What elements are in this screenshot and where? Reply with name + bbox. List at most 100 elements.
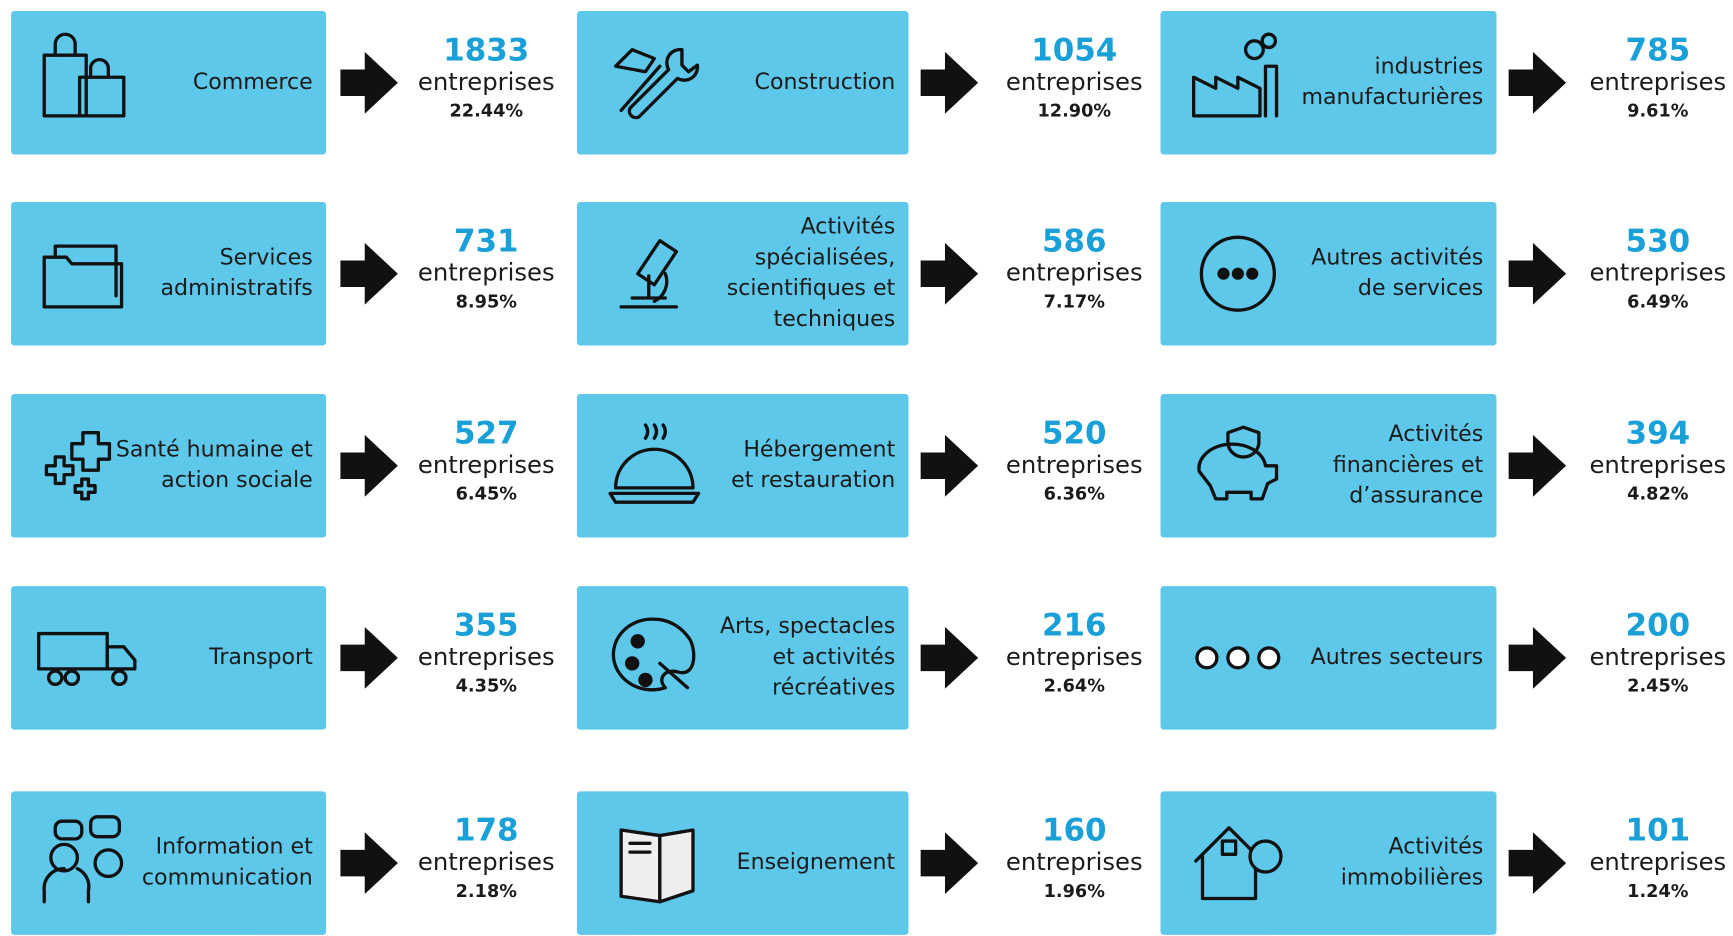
icon-shape bbox=[652, 272, 669, 303]
sector-label: d’assurance bbox=[1349, 483, 1483, 509]
icon-shape bbox=[88, 57, 110, 79]
sector-card: Santé humaine et action sociale 527entrepr… bbox=[11, 394, 555, 538]
icon-shape bbox=[1257, 646, 1281, 670]
sector-icon bbox=[1191, 32, 1279, 118]
icon-shape bbox=[1231, 267, 1244, 280]
arrow bbox=[340, 626, 398, 689]
share-percent: 2.18% bbox=[456, 882, 518, 902]
icon-shape bbox=[63, 669, 81, 686]
card-background bbox=[1160, 586, 1497, 730]
icon-shape bbox=[613, 48, 662, 113]
sector-label: communication bbox=[142, 865, 313, 891]
icon-shape bbox=[70, 431, 112, 472]
icon-shape bbox=[625, 656, 640, 671]
sector-icon bbox=[42, 32, 126, 118]
company-count: 530 bbox=[1626, 223, 1691, 259]
count-unit: entreprises bbox=[1006, 258, 1143, 287]
arrow bbox=[920, 434, 979, 497]
icon-shape bbox=[1226, 646, 1250, 670]
company-count: 785 bbox=[1626, 32, 1691, 68]
icon-shape bbox=[42, 255, 124, 309]
company-count: 355 bbox=[454, 607, 519, 643]
count-unit: entreprises bbox=[418, 642, 555, 671]
company-count: 101 bbox=[1626, 813, 1691, 849]
sector-label: industries bbox=[1375, 53, 1484, 79]
icon-shape bbox=[111, 669, 128, 686]
icon-shape bbox=[619, 238, 679, 309]
sector-card: Activités spécialisées, scientifiques et te… bbox=[576, 201, 1143, 346]
count-unit: entreprises bbox=[418, 258, 555, 287]
count-unit: entreprises bbox=[1589, 67, 1726, 96]
icon-shape bbox=[53, 819, 84, 841]
company-count: 520 bbox=[1042, 415, 1107, 451]
share-percent: 7.17% bbox=[1044, 292, 1106, 312]
sector-label: scientifiques et bbox=[727, 275, 896, 301]
sector-label: financières et bbox=[1333, 452, 1484, 478]
icon-shape bbox=[1195, 646, 1219, 670]
icon-shape bbox=[53, 244, 118, 298]
arrow bbox=[920, 51, 979, 114]
card-background bbox=[11, 394, 327, 538]
icon-shape bbox=[42, 53, 88, 118]
share-percent: 6.36% bbox=[1044, 484, 1106, 504]
sector-label: Hébergement bbox=[743, 436, 895, 462]
share-percent: 1.24% bbox=[1627, 882, 1689, 902]
card-background bbox=[1160, 791, 1497, 935]
sector-icon bbox=[613, 47, 700, 120]
arrow bbox=[920, 832, 979, 895]
icon-shape bbox=[1199, 235, 1276, 312]
company-count: 527 bbox=[454, 415, 519, 451]
card-background bbox=[11, 201, 327, 346]
sector-label: Activités bbox=[801, 213, 896, 239]
share-percent: 22.44% bbox=[450, 101, 524, 121]
count-unit: entreprises bbox=[1006, 847, 1143, 876]
sector-card: Activités financières et d’assurance 394ent… bbox=[1160, 394, 1726, 538]
sector-icon bbox=[608, 423, 701, 504]
icon-shape bbox=[53, 32, 77, 57]
icon-shape bbox=[658, 828, 695, 904]
icon-shape bbox=[613, 447, 695, 490]
card-background bbox=[576, 394, 909, 538]
company-count: 200 bbox=[1626, 607, 1691, 643]
icon-shape bbox=[658, 661, 690, 690]
share-percent: 9.61% bbox=[1627, 101, 1689, 121]
sector-label: Construction bbox=[755, 69, 896, 95]
sector-label: récréatives bbox=[772, 675, 895, 701]
share-percent: 8.95% bbox=[456, 292, 518, 312]
company-count: 160 bbox=[1042, 813, 1107, 849]
icon-shape bbox=[1260, 32, 1278, 50]
card-background bbox=[576, 586, 909, 730]
icon-shape bbox=[93, 848, 124, 879]
sector-icon bbox=[42, 815, 124, 904]
sector-card: Hébergement et restauration 520entreprises… bbox=[576, 394, 1143, 538]
sector-label: Transport bbox=[208, 644, 313, 670]
sector-icon bbox=[42, 244, 124, 309]
sector-card: Arts, spectacles et activités récréatives 2… bbox=[576, 586, 1143, 730]
company-count: 586 bbox=[1042, 223, 1107, 259]
share-percent: 2.64% bbox=[1044, 677, 1106, 697]
arrow bbox=[340, 832, 398, 895]
arrow bbox=[340, 434, 398, 497]
sector-label: action sociale bbox=[161, 467, 313, 493]
sector-label: Santé humaine et bbox=[116, 436, 313, 462]
sector-icon bbox=[619, 238, 679, 309]
sector-label: manufacturières bbox=[1302, 84, 1484, 110]
card-background bbox=[576, 201, 909, 346]
sector-label: Activités bbox=[1389, 834, 1484, 860]
count-unit: entreprises bbox=[1589, 642, 1726, 671]
icon-shape bbox=[1217, 267, 1230, 280]
company-count: 216 bbox=[1042, 607, 1107, 643]
sector-label: et restauration bbox=[731, 467, 895, 493]
icon-shape bbox=[44, 455, 75, 486]
sector-label: Services bbox=[220, 244, 313, 270]
sector-card: Information et communication 178entreprise… bbox=[11, 791, 555, 935]
count-unit: entreprises bbox=[1006, 450, 1143, 479]
icon-shape bbox=[1243, 39, 1265, 61]
count-unit: entreprises bbox=[1589, 258, 1726, 287]
